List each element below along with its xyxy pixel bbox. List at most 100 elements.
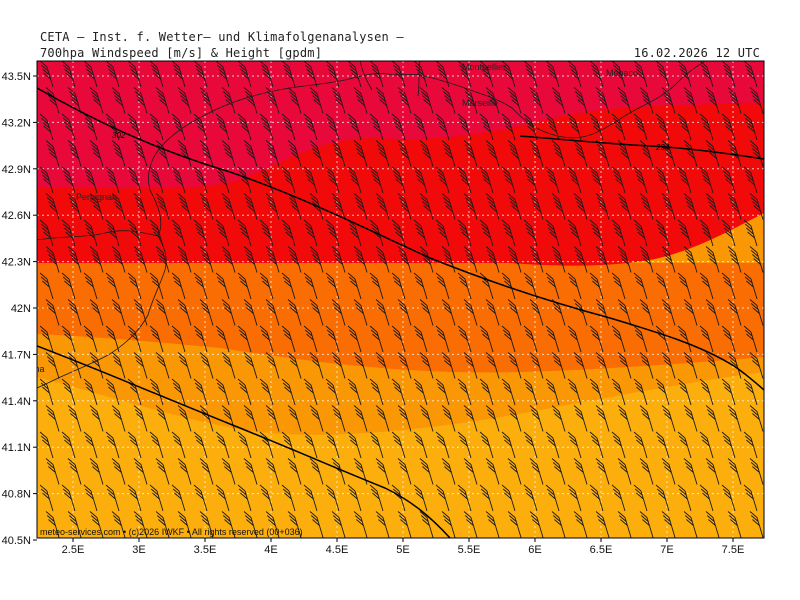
wind-barb: [221, 458, 236, 485]
wind-barb: [639, 352, 654, 379]
wind-barb: [347, 272, 362, 300]
wind-barb: [259, 484, 274, 512]
wind-barb: [39, 113, 54, 141]
wind-barb: [237, 378, 252, 406]
lat-label: 42.9N: [2, 164, 31, 176]
wind-barb: [501, 431, 516, 459]
wind-barb: [727, 193, 742, 220]
wind-barb: [749, 458, 764, 485]
wind-barb: [133, 299, 148, 326]
wind-barb: [215, 219, 230, 247]
wind-barb: [545, 61, 560, 88]
wind-barb: [749, 352, 764, 379]
wind-barb: [766, 167, 779, 193]
wind-barb: [149, 325, 164, 353]
wind-barbs: [39, 61, 779, 538]
wind-barb: [309, 193, 324, 220]
wind-barb: [743, 431, 758, 459]
wind-barb: [523, 325, 538, 353]
wind-barb: [699, 166, 714, 194]
wind-barb: [705, 352, 720, 379]
wind-barb: [303, 113, 318, 141]
wind-barb: [303, 166, 318, 194]
wind-barb: [353, 352, 368, 379]
wind-barb: [281, 378, 296, 406]
wind-barb: [61, 325, 76, 353]
wind-barb: [589, 219, 604, 247]
wind-barb: [243, 299, 258, 326]
wind-barb: [127, 113, 142, 141]
wind-barb: [216, 537, 217, 538]
wind-barb: [375, 299, 390, 326]
lon-label: 5E: [396, 544, 409, 556]
wind-barb: [259, 325, 274, 353]
wind-barb: [567, 113, 582, 141]
wind-barb: [259, 272, 274, 300]
wind-barb: [155, 246, 170, 273]
wind-barb: [177, 352, 192, 379]
wind-barb: [127, 272, 142, 300]
lon-label: 4E: [264, 544, 277, 556]
wind-barb: [369, 325, 384, 353]
wind-barb: [45, 193, 60, 220]
contour-lower: [37, 345, 451, 538]
wind-barb: [683, 246, 698, 273]
wind-barb: [523, 113, 538, 141]
wind-barb: [633, 431, 648, 459]
wind-barb: [485, 246, 500, 273]
wind-barb: [551, 246, 566, 273]
wind-barb: [633, 219, 648, 247]
wind-barb: [347, 378, 362, 406]
wind-barb: [391, 378, 406, 406]
wind-barb: [677, 219, 692, 247]
wind-barb: [287, 458, 302, 485]
wind-barb: [655, 219, 670, 247]
wind-barb: [155, 193, 170, 220]
map-plot-area: Montpellier Marseille Perpignan Barcelona Mo…: [37, 61, 779, 538]
wind-barb: [67, 87, 82, 114]
wind-barb: [127, 166, 142, 194]
wind-barb: [155, 87, 170, 114]
wind-barb: [413, 166, 428, 194]
wind-barb: [61, 378, 76, 406]
wind-barb: [568, 537, 569, 538]
wind-barb: [617, 458, 632, 485]
wind-barb: [177, 193, 192, 220]
wind-barb: [463, 458, 478, 485]
wind-barb: [435, 431, 450, 459]
wind-barb: [743, 166, 758, 194]
wind-barb: [721, 113, 736, 141]
wind-barb: [413, 61, 428, 88]
wind-barb: [133, 140, 148, 167]
wind-barb: [480, 537, 481, 538]
wind-barb: [529, 140, 544, 167]
contour-302: [37, 87, 764, 391]
wind-barb: [331, 405, 346, 432]
wind-barb: [83, 113, 98, 141]
wind-barb: [199, 246, 214, 273]
wind-barb: [551, 405, 566, 432]
wind-barb: [353, 458, 368, 485]
wind-barb: [413, 484, 428, 512]
wind-barb: [105, 325, 120, 353]
wind-barb: [617, 299, 632, 326]
wind-barb: [721, 219, 736, 247]
wind-barb: [39, 431, 54, 459]
wind-barb: [457, 166, 472, 194]
wind-barb: [699, 61, 714, 88]
wind-barb: [413, 272, 428, 300]
wind-barb: [150, 537, 151, 538]
wind-barb: [149, 272, 164, 300]
wind-barb: [567, 484, 582, 512]
wind-barb: [155, 352, 170, 379]
wind-barb: [89, 140, 104, 167]
wind-barb: [523, 484, 538, 512]
wind-barb: [463, 511, 478, 538]
wind-barb: [215, 378, 230, 406]
wind-barb: [45, 511, 60, 538]
wind-barb: [199, 458, 214, 485]
wind-barb: [419, 246, 434, 273]
wind-barb: [414, 537, 415, 538]
wind-barb: [441, 352, 456, 379]
wind-barb: [111, 87, 126, 114]
